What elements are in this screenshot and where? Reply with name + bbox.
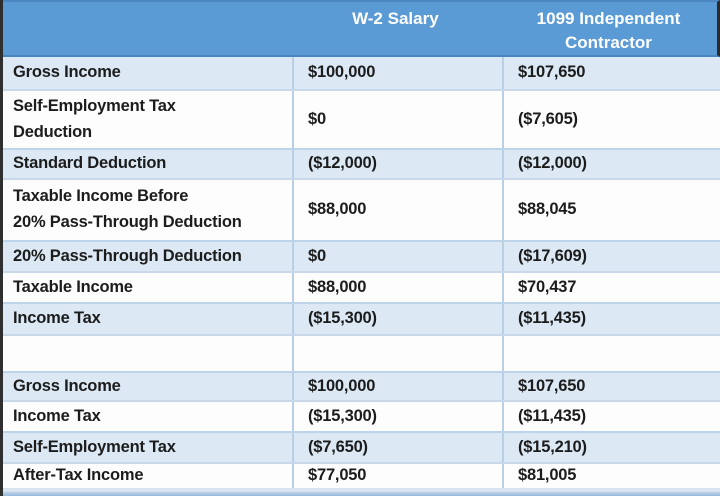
w2-value: $88,000 — [292, 273, 502, 302]
row-label: Gross Income — [13, 376, 121, 395]
row-label: Taxable Income — [13, 277, 133, 296]
row-label: Income Tax — [13, 406, 101, 425]
w2-value: ($15,300) — [292, 402, 502, 431]
w2-value: $77,050 — [292, 464, 502, 488]
w2-value: $100,000 — [292, 57, 502, 89]
contractor-value: ($11,435) — [502, 402, 720, 431]
table-row: Self-Employment Tax ($7,650) ($15,210) — [3, 431, 720, 462]
table-row: 20% Pass-Through Deduction $0 ($17,609) — [3, 240, 720, 271]
w2-value: $0 — [292, 91, 502, 148]
row-label: 20% Pass-Through Deduction — [13, 246, 242, 265]
table-header-row: W-2 Salary 1099 Independent Contractor — [3, 0, 720, 57]
header-w2-salary: W-2 Salary — [352, 9, 439, 28]
table-row: After-Tax Income $77,050 $81,005 — [3, 462, 720, 488]
table-row: Income Tax ($15,300) ($11,435) — [3, 302, 720, 334]
contractor-value: ($15,210) — [502, 433, 720, 462]
table-row: Income Tax ($15,300) ($11,435) — [3, 400, 720, 431]
table-row: Gross Income $100,000 $107,650 — [3, 371, 720, 400]
row-label — [3, 336, 292, 371]
w2-value: ($15,300) — [292, 304, 502, 334]
w2-value: $88,000 — [292, 180, 502, 240]
header-1099-contractor: 1099 Independent Contractor — [536, 9, 681, 52]
row-label: After-Tax Income — [13, 466, 144, 485]
contractor-value: $88,045 — [502, 180, 720, 240]
contractor-value: $107,650 — [502, 57, 720, 89]
table-row-spacer — [3, 334, 720, 371]
contractor-value: $107,650 — [502, 373, 720, 400]
w2-value: ($12,000) — [292, 150, 502, 178]
row-label: Standard Deduction — [13, 154, 167, 173]
contractor-value — [502, 336, 720, 371]
table-body: Gross Income $100,000 $107,650 Self-Empl… — [3, 57, 720, 488]
w2-value: ($7,650) — [292, 433, 502, 462]
contractor-value: ($7,605) — [502, 91, 720, 148]
contractor-value: ($12,000) — [502, 150, 720, 178]
table-row: Taxable Income $88,000 $70,437 — [3, 271, 720, 302]
table-row: Self-Employment Tax Deduction $0 ($7,605… — [3, 89, 720, 148]
contractor-value: $70,437 — [502, 273, 720, 302]
contractor-value: $81,005 — [502, 464, 720, 488]
row-label: Self-Employment Tax — [13, 437, 176, 456]
row-label: Income Tax — [13, 309, 101, 328]
contractor-value: ($11,435) — [502, 304, 720, 334]
row-label: Taxable Income Before 20% Pass-Through D… — [13, 187, 242, 231]
row-label: Self-Employment Tax Deduction — [13, 96, 176, 141]
header-label-column — [3, 2, 291, 55]
table-row: Taxable Income Before 20% Pass-Through D… — [3, 178, 720, 240]
table-row: Standard Deduction ($12,000) ($12,000) — [3, 148, 720, 178]
w2-value — [292, 336, 502, 371]
w2-value: $100,000 — [292, 373, 502, 400]
table-row: Gross Income $100,000 $107,650 — [3, 57, 720, 89]
contractor-value: ($17,609) — [502, 242, 720, 271]
w2-value: $0 — [292, 242, 502, 271]
table-bottom-edge — [3, 488, 720, 496]
row-label: Gross Income — [13, 63, 121, 82]
